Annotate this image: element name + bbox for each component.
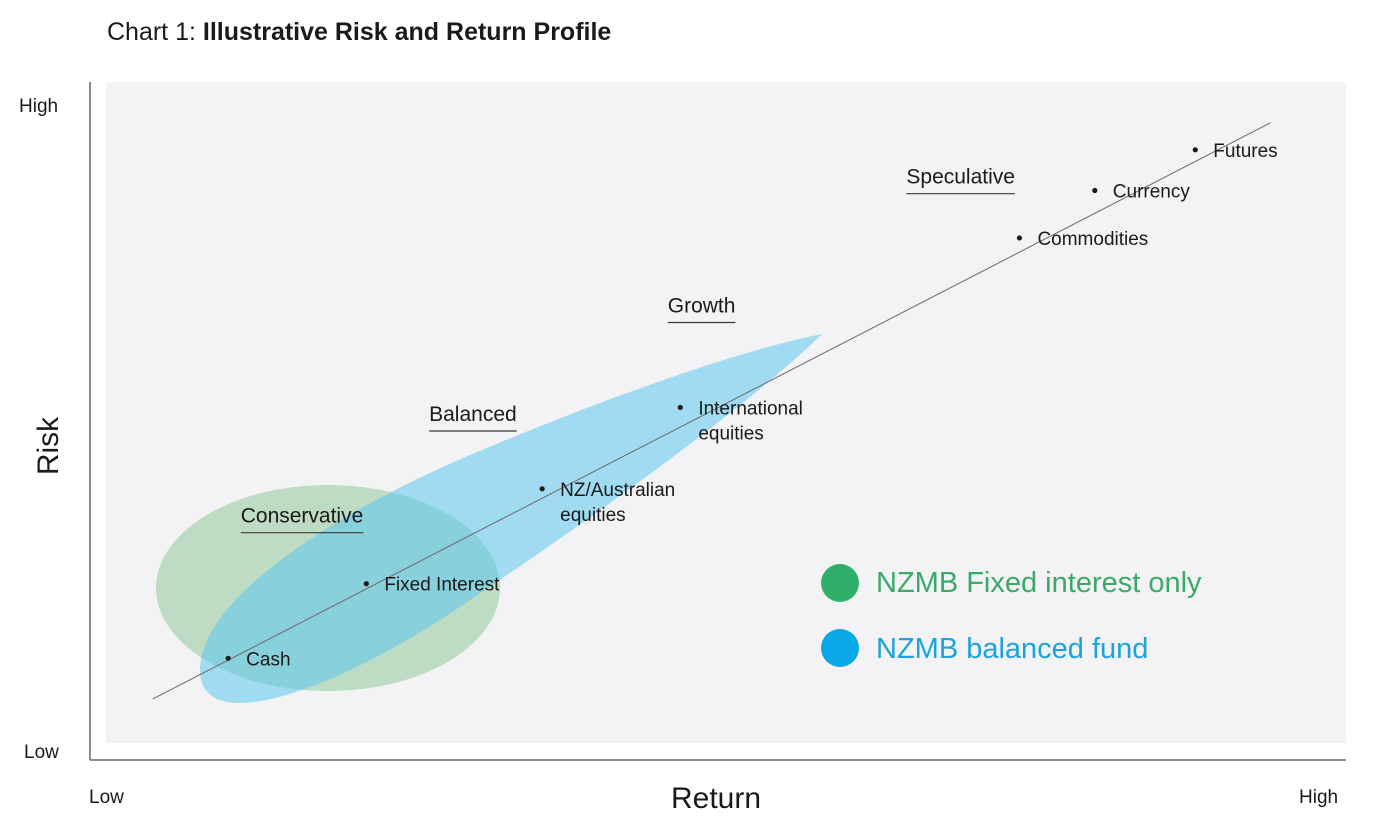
point-label-line: Commodities [1037, 229, 1148, 250]
point-cash [225, 655, 231, 661]
category-growth: Growth [668, 295, 736, 318]
legend-marker-fixed-interest [821, 564, 859, 602]
point-nz-australian-equities [539, 486, 545, 492]
y-axis-label: Risk [32, 416, 65, 475]
point-label-line: NZ/Australian [560, 480, 675, 501]
x-tick-high: High [1299, 787, 1338, 808]
point-commodities [1016, 235, 1023, 241]
point-fixed-interest [363, 581, 369, 587]
y-tick-high: High [19, 96, 58, 117]
point-label-line: Futures [1213, 141, 1277, 162]
y-tick-low: Low [24, 742, 59, 763]
category-balanced: Balanced [429, 403, 517, 426]
legend-label-fixed-interest: NZMB Fixed interest only [876, 567, 1202, 599]
point-label-line: equities [560, 505, 626, 526]
x-axis-label: Return [671, 782, 761, 815]
point-label-line: equities [698, 423, 764, 444]
chart-title: Chart 1: Illustrative Risk and Return Pr… [107, 18, 611, 47]
category-conservative: Conservative [241, 505, 364, 528]
point-label-line: Cash [246, 649, 290, 670]
point-futures [1192, 147, 1198, 153]
point-label-line: Currency [1113, 181, 1191, 202]
chart-title-prefix: Chart 1: [107, 18, 203, 46]
point-label-line: International [698, 398, 803, 419]
point-label-nz-australian-equities: NZ/Australian equities [560, 480, 675, 526]
category-speculative: Speculative [906, 166, 1015, 189]
x-tick-low: Low [89, 787, 124, 808]
point-label-commodities: Commodities [1037, 229, 1148, 250]
point-label-currency: Currency [1113, 181, 1191, 202]
chart-title-bold: Illustrative Risk and Return Profile [202, 18, 612, 46]
risk-categories: Conservative Balanced Growth Speculative [240, 166, 1015, 534]
balanced-fund-zone [200, 334, 822, 703]
trend-line [152, 122, 1271, 700]
legend-marker-balanced-fund [821, 629, 859, 667]
legend-label-balanced-fund: NZMB balanced fund [876, 633, 1148, 665]
point-label-line: Fixed Interest [384, 575, 500, 596]
point-currency [1092, 187, 1098, 194]
point-label-futures: Futures [1213, 141, 1277, 162]
point-label-international-equities: International equities [698, 398, 803, 444]
point-label-fixed-interest: Fixed Interest [384, 575, 500, 596]
point-label-cash: Cash [246, 649, 290, 670]
point-international-equities [677, 404, 683, 411]
